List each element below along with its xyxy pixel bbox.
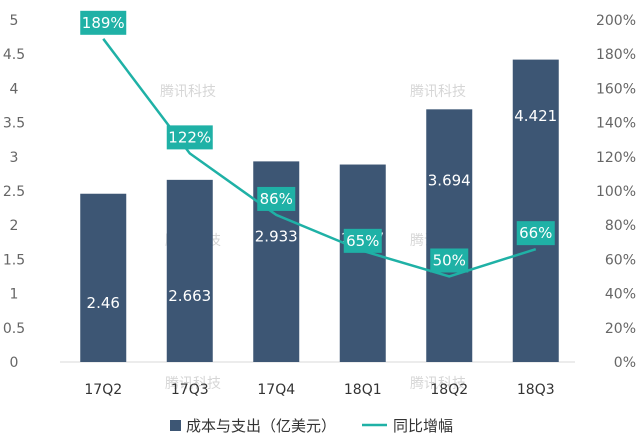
right-tick-label: 60% <box>605 252 636 268</box>
growth-value-label: 189% <box>82 14 125 32</box>
growth-label-box <box>80 10 127 35</box>
bar-17Q2 <box>80 193 127 362</box>
left-tick-label: 1.5 <box>3 252 25 268</box>
legend-line-label: 同比增幅 <box>393 417 453 435</box>
right-tick-label: 160% <box>596 81 636 97</box>
right-tick-label: 180% <box>596 47 636 63</box>
legend-bar-swatch <box>170 420 181 431</box>
bar-17Q3 <box>166 179 213 362</box>
x-tick-label: 18Q2 <box>430 382 468 398</box>
bar-value-label: 2.663 <box>168 287 211 305</box>
left-axis-ticks: 0 0.5 1 1.5 2 2.5 3 3.5 4 4.5 5 <box>3 13 25 371</box>
watermark-text: 腾讯科技 <box>160 83 216 100</box>
x-tick-label: 17Q3 <box>171 382 209 398</box>
left-tick-label: 2 <box>10 218 19 234</box>
bar-18Q2 <box>426 109 473 362</box>
growth-label-box <box>166 125 213 150</box>
growth-labels: 189% 122% 86% 65% 50% 66% <box>80 10 555 273</box>
right-tick-label: 200% <box>596 13 636 29</box>
bar-18Q3 <box>512 59 559 362</box>
left-tick-label: 4.5 <box>3 47 25 63</box>
right-tick-label: 140% <box>596 116 636 132</box>
left-tick-label: 5 <box>10 13 19 29</box>
growth-value-label: 122% <box>168 128 211 146</box>
right-tick-label: 100% <box>596 184 636 200</box>
x-tick-label: 18Q3 <box>517 382 555 398</box>
legend: 成本与支出（亿美元） 同比增幅 <box>170 417 453 435</box>
watermark-text: 腾讯科技 <box>410 375 466 392</box>
bar-value-label: 3.694 <box>428 172 471 190</box>
x-tick-label: 18Q1 <box>344 382 382 398</box>
watermark-text: 腾讯科技 <box>410 83 466 100</box>
left-tick-label: 3 <box>10 150 19 166</box>
watermark-text: 腾讯科技 <box>165 375 221 392</box>
bar-value-label: 4.421 <box>514 107 557 125</box>
x-tick-label: 17Q2 <box>84 382 122 398</box>
bar-value-label: 2.933 <box>255 228 298 246</box>
growth-label-box <box>257 186 296 211</box>
right-tick-label: 20% <box>605 321 636 337</box>
left-tick-label: 0 <box>10 355 19 371</box>
left-tick-label: 1 <box>10 287 19 303</box>
left-tick-label: 3.5 <box>3 116 25 132</box>
bars <box>80 59 559 362</box>
bar-value-label: 2.46 <box>87 294 120 312</box>
left-tick-label: 2.5 <box>3 184 25 200</box>
growth-value-label: 86% <box>260 190 293 208</box>
right-axis-ticks: 0% 20% 40% 60% 80% 100% 120% 140% 160% 180% 200% <box>596 13 636 371</box>
right-tick-label: 40% <box>605 287 636 303</box>
x-tick-label: 17Q4 <box>257 382 295 398</box>
right-tick-label: 120% <box>596 150 636 166</box>
left-tick-label: 0.5 <box>3 321 25 337</box>
right-tick-label: 80% <box>605 218 636 234</box>
legend-bar-label: 成本与支出（亿美元） <box>186 417 336 435</box>
growth-value-label: 65% <box>346 232 379 250</box>
x-axis-ticks: 17Q2 17Q3 17Q4 18Q1 18Q2 18Q3 <box>84 382 554 398</box>
growth-value-label: 66% <box>519 224 552 242</box>
growth-label-box <box>516 221 555 246</box>
bar-18Q1 <box>339 164 386 362</box>
growth-value-label: 50% <box>433 252 466 270</box>
right-tick-label: 0% <box>614 355 636 371</box>
growth-label-box <box>430 248 469 273</box>
growth-label-box <box>343 228 382 253</box>
left-tick-label: 4 <box>10 81 19 97</box>
